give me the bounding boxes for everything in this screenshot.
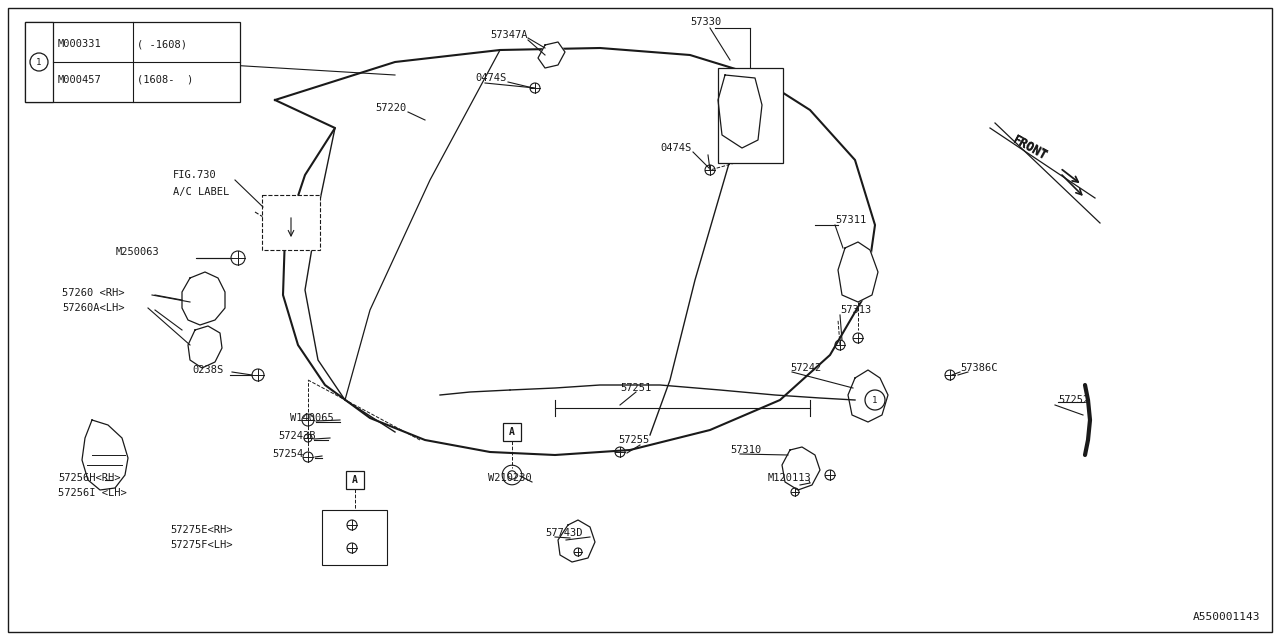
Text: 57256H<RH>: 57256H<RH> [58,473,120,483]
Polygon shape [838,242,878,302]
Text: 57260 <RH>: 57260 <RH> [61,288,124,298]
Text: ( -1608): ( -1608) [137,40,187,49]
Bar [346,471,364,489]
Polygon shape [188,326,221,368]
Polygon shape [82,420,128,490]
Text: A: A [352,475,358,485]
Polygon shape [718,75,762,148]
Text: 0238S: 0238S [192,365,223,375]
Polygon shape [538,42,564,68]
Bar [323,510,387,565]
Text: M250063: M250063 [116,247,160,257]
Text: A550001143: A550001143 [1193,612,1260,622]
Text: 57275E<RH>: 57275E<RH> [170,525,233,535]
Text: 57256I <LH>: 57256I <LH> [58,488,127,498]
Text: FRONT: FRONT [1010,134,1050,163]
Text: FIG.730: FIG.730 [173,170,216,180]
Bar [262,195,320,250]
Text: FRONT: FRONT [1010,133,1050,163]
Text: 57347A: 57347A [490,30,527,40]
Text: 57311: 57311 [835,215,867,225]
Text: 57386C: 57386C [960,363,997,373]
Polygon shape [275,48,876,455]
Text: (1608-  ): (1608- ) [137,75,193,84]
Text: M000457: M000457 [58,75,101,84]
Text: 0474S: 0474S [475,73,507,83]
Text: W140065: W140065 [291,413,334,423]
Text: 0474S: 0474S [660,143,691,153]
Bar [718,68,783,163]
Text: M000331: M000331 [58,40,101,49]
Text: A/C LABEL: A/C LABEL [173,187,229,197]
Text: 57275F<LH>: 57275F<LH> [170,540,233,550]
Bar [503,423,521,441]
Text: 57743D: 57743D [545,528,582,538]
Text: A: A [509,427,515,437]
Text: 1: 1 [872,396,878,404]
Polygon shape [849,370,888,422]
Text: 57242: 57242 [790,363,822,373]
Text: 57310: 57310 [730,445,762,455]
Text: W210230: W210230 [488,473,531,483]
Text: 57260A<LH>: 57260A<LH> [61,303,124,313]
Polygon shape [782,447,820,490]
Bar [26,22,241,102]
Text: 57251: 57251 [620,383,652,393]
Text: 57255: 57255 [618,435,649,445]
Text: 57330: 57330 [690,17,721,27]
Text: 57313: 57313 [840,305,872,315]
Text: 1: 1 [36,58,42,67]
Text: 57254: 57254 [273,449,303,459]
Text: 57220: 57220 [375,103,406,113]
Bar [26,22,52,102]
Text: 57252: 57252 [1059,395,1089,405]
Polygon shape [182,272,225,325]
Polygon shape [558,520,595,562]
Text: M120113: M120113 [768,473,812,483]
Text: 57243B: 57243B [278,431,315,441]
